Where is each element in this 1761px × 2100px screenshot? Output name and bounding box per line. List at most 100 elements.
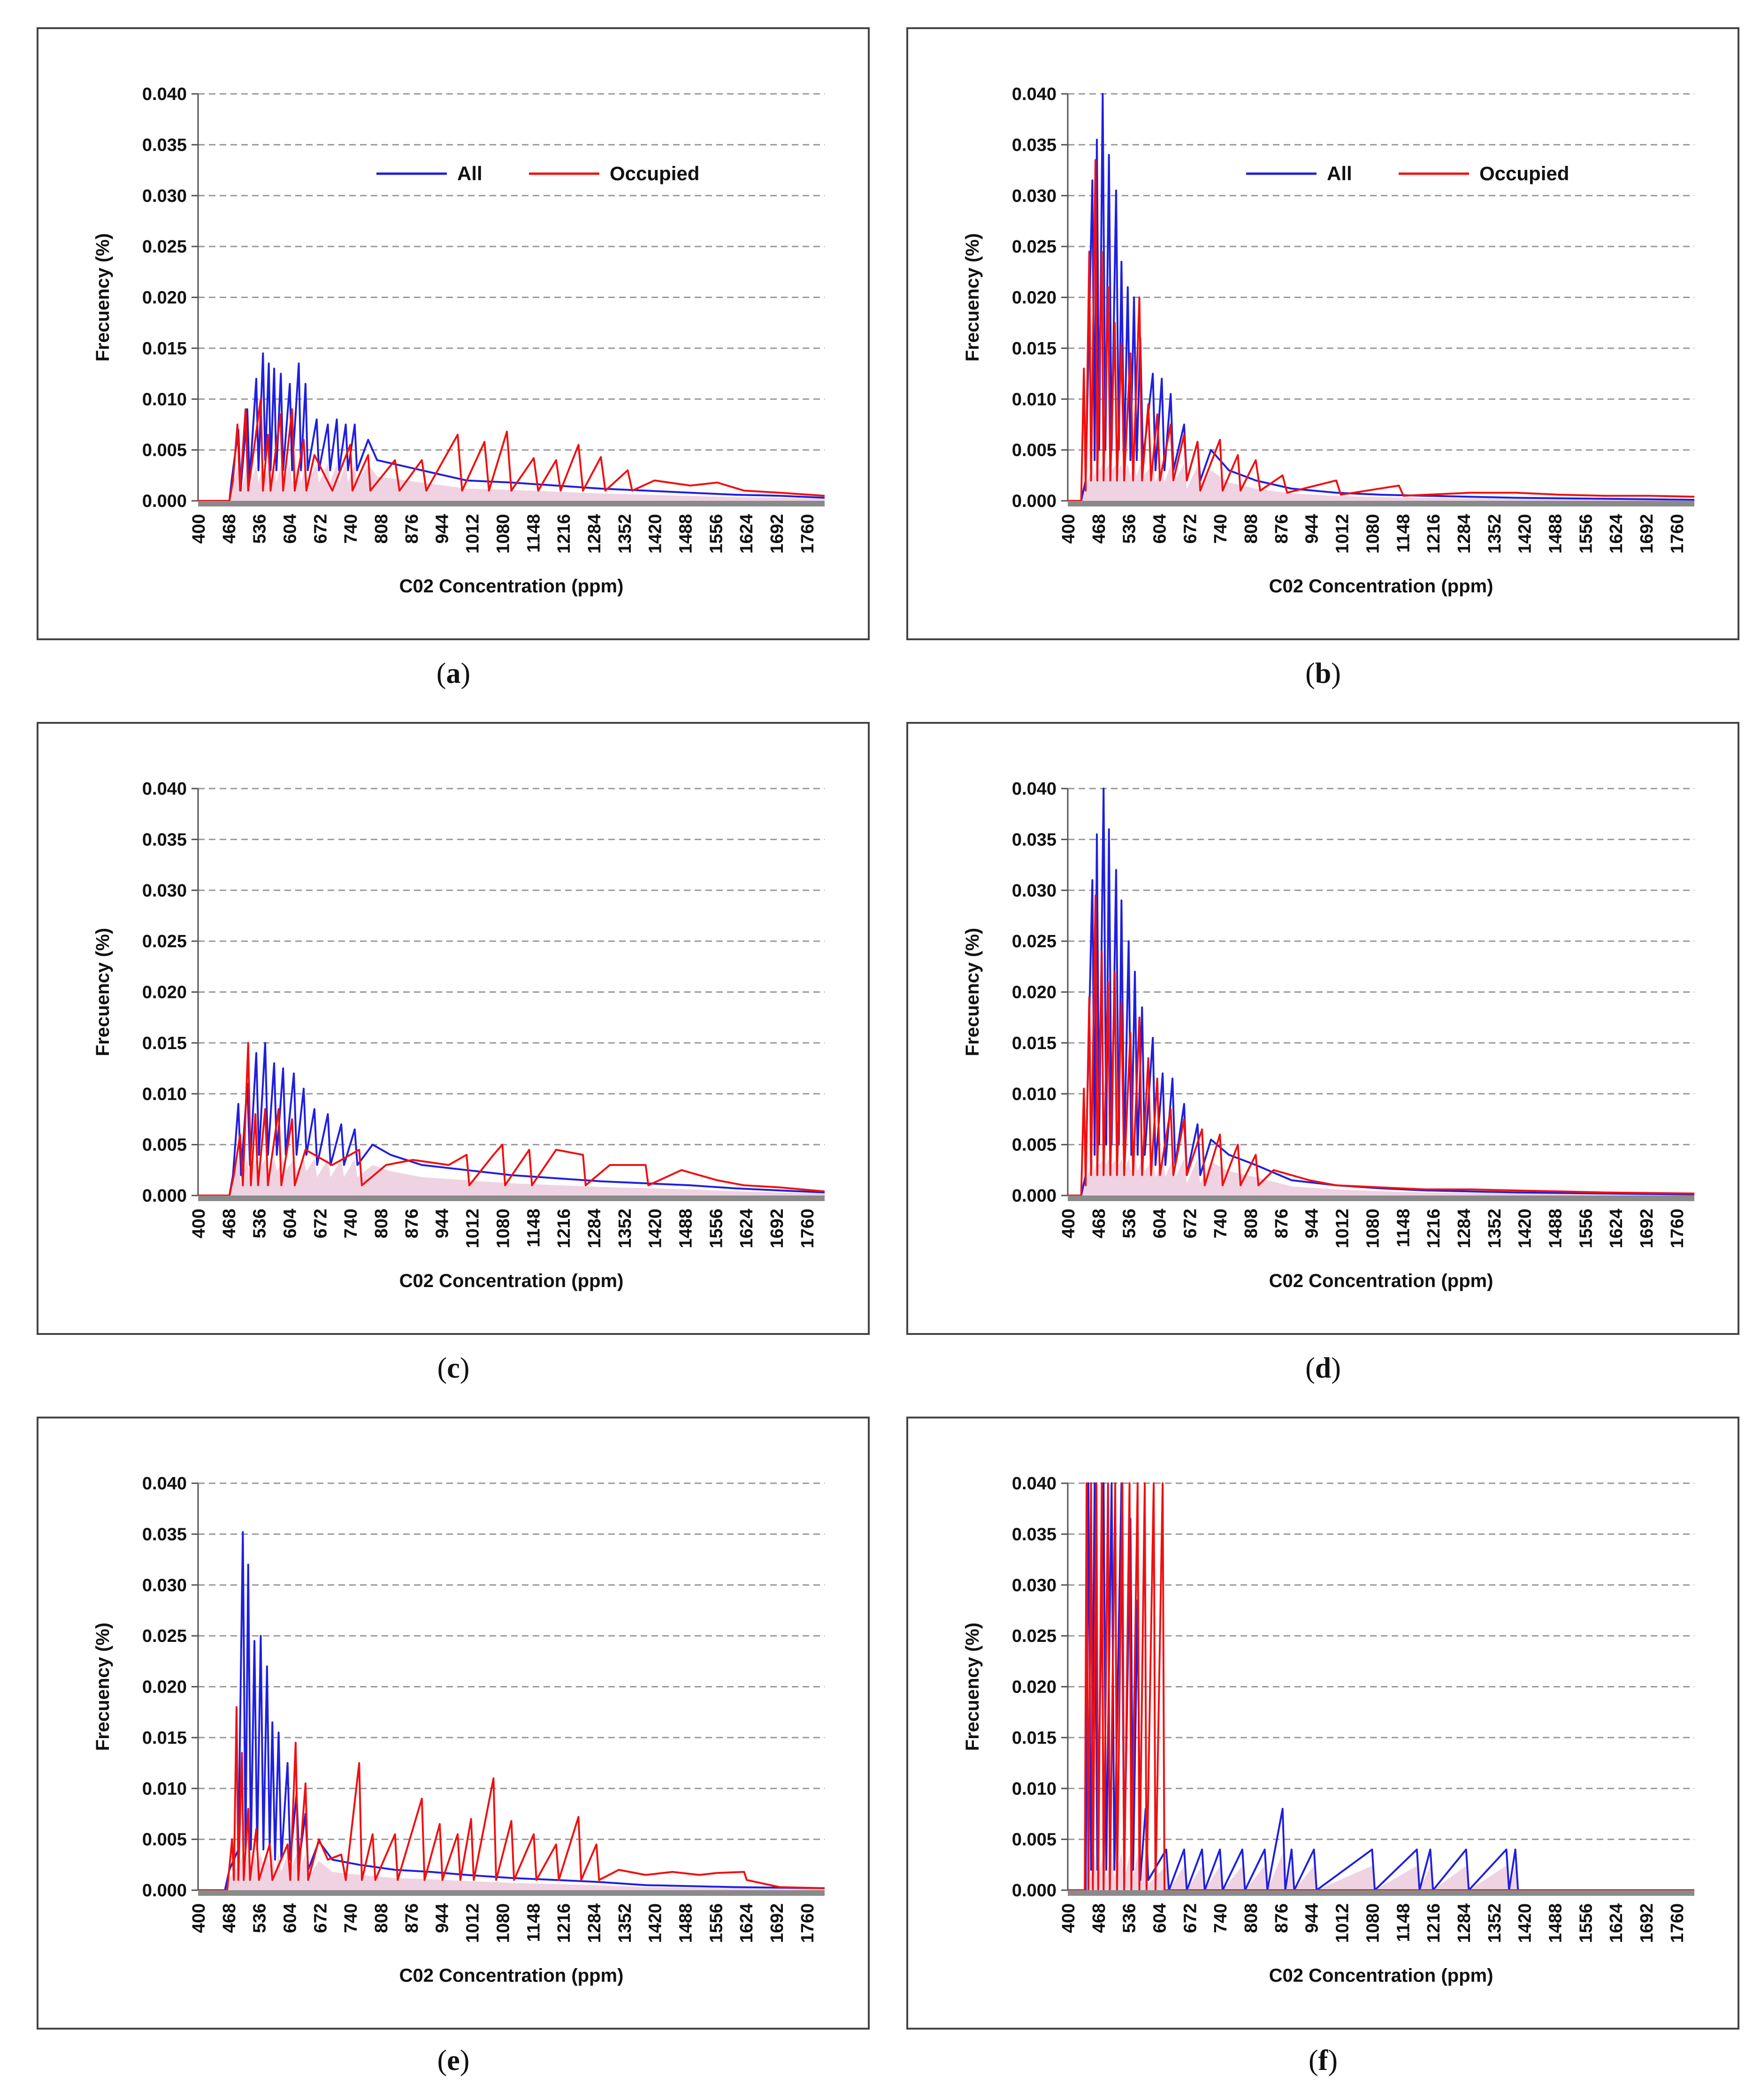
series-line-occupied — [198, 1042, 825, 1196]
y-tick-label: 0.010 — [142, 390, 187, 409]
x-tick-label: 400 — [1059, 1903, 1079, 1933]
y-tick-label: 0.025 — [1012, 932, 1057, 951]
x-tick-label: 1488 — [676, 1209, 696, 1249]
x-tick-label: 1352 — [1485, 514, 1505, 554]
y-tick-label: 0.005 — [1012, 1135, 1057, 1155]
x-axis-label: C02 Concentration (ppm) — [1269, 576, 1493, 597]
x-tick-label: 468 — [1089, 1209, 1109, 1238]
x-tick-label: 604 — [281, 1209, 300, 1238]
y-tick-label: 0.020 — [142, 288, 187, 308]
x-tick-label: 1488 — [676, 514, 696, 554]
y-tick-label: 0.015 — [1012, 1728, 1057, 1748]
x-tick-label: 944 — [1302, 1903, 1322, 1933]
x-axis-label: C02 Concentration (ppm) — [1269, 1965, 1493, 1986]
x-axis-label: C02 Concentration (ppm) — [1269, 1271, 1493, 1291]
x-tick-label: 740 — [341, 1903, 361, 1933]
legend-label: All — [1327, 162, 1352, 184]
legend-label: All — [457, 162, 482, 184]
x-tick-label: 1352 — [1485, 1209, 1505, 1249]
plot-area — [1068, 1482, 1694, 1890]
y-tick-label: 0.030 — [142, 881, 187, 901]
x-tick-label: 536 — [1120, 514, 1140, 544]
y-tick-label: 0.015 — [1012, 339, 1057, 359]
caption-c: (c) — [437, 1352, 470, 1384]
series-line-all — [198, 1042, 825, 1196]
x-tick-label: 1692 — [1637, 1209, 1657, 1249]
chart-panel-c: 0.000 0.005 0.010 0.015 0.020 0.025 0.030 0.035… — [37, 722, 870, 1335]
x-tick-label: 604 — [1150, 1903, 1170, 1933]
x-tick-label: 1352 — [615, 514, 635, 554]
x-tick-label: 1148 — [1393, 1903, 1413, 1942]
y-tick-label: 0.015 — [142, 339, 187, 359]
x-tick-label: 536 — [250, 514, 270, 544]
x-tick-label: 1420 — [1516, 1903, 1535, 1943]
x-tick-label: 1488 — [1546, 514, 1565, 554]
x-tick-label: 1624 — [737, 514, 757, 554]
x-tick-label: 536 — [250, 1903, 270, 1933]
x-tick-label: 400 — [1059, 514, 1079, 544]
y-axis-label: Frecuency (%) — [962, 233, 983, 361]
series-line-occupied — [1068, 159, 1694, 501]
x-tick-label: 1692 — [767, 1903, 787, 1943]
y-tick-label: 0.000 — [1012, 1881, 1057, 1901]
x-tick-label: 1488 — [1546, 1209, 1565, 1249]
x-tick-label: 1148 — [524, 514, 544, 552]
x-tick-label: 1080 — [493, 514, 513, 554]
x-tick-label: 1624 — [737, 1209, 757, 1249]
plot-area — [198, 352, 825, 501]
x-tick-label: 1420 — [646, 514, 666, 554]
x-tick-label: 808 — [372, 1209, 391, 1238]
x-tick-label: 1556 — [706, 1209, 726, 1249]
area-fill — [198, 1853, 825, 1890]
x-tick-label: 944 — [433, 1209, 452, 1238]
x-tick-label: 400 — [1059, 1209, 1079, 1238]
y-axis-label: Frecuency (%) — [962, 928, 983, 1056]
x-tick-label: 1760 — [1668, 514, 1687, 554]
area-fill — [1068, 464, 1694, 501]
y-tick-label: 0.025 — [1012, 1626, 1057, 1646]
x-tick-label: 468 — [220, 514, 239, 544]
x-tick-label: 1488 — [1546, 1903, 1565, 1943]
chart-panel-a: 0.000 0.005 0.010 0.015 0.020 0.025 0.030 0.035… — [37, 27, 870, 640]
x-tick-label: 468 — [220, 1903, 239, 1933]
x-tick-label: 1012 — [463, 1903, 483, 1943]
x-tick-label: 536 — [1120, 1209, 1140, 1238]
x-tick-label: 808 — [372, 514, 391, 544]
x-tick-label: 1012 — [1333, 1903, 1353, 1943]
x-tick-label: 944 — [1302, 514, 1322, 544]
y-tick-label: 0.030 — [142, 1576, 187, 1595]
x-tick-label: 1080 — [1363, 514, 1383, 554]
x-tick-label: 1216 — [1424, 1903, 1444, 1943]
series-line-all — [198, 352, 825, 501]
x-tick-label: 1216 — [1424, 1209, 1444, 1249]
x-tick-label: 1624 — [1607, 514, 1626, 554]
y-tick-label: 0.035 — [142, 135, 187, 155]
y-tick-label: 0.020 — [1012, 983, 1057, 1003]
y-tick-label: 0.005 — [1012, 1830, 1057, 1850]
y-axis-label: Frecuency (%) — [92, 928, 113, 1056]
caption-f: (f) — [1309, 2045, 1338, 2077]
legend-label: Occupied — [1479, 162, 1569, 184]
y-axis-label: Frecuency (%) — [92, 1623, 113, 1751]
x-tick-label: 1148 — [1393, 1209, 1413, 1247]
y-axis-label: Frecuency (%) — [962, 1623, 983, 1751]
x-tick-label: 1080 — [493, 1903, 513, 1943]
x-tick-label: 1556 — [1576, 1209, 1596, 1249]
y-tick-label: 0.005 — [142, 441, 187, 460]
x-tick-label: 604 — [281, 514, 300, 544]
x-tick-label: 1692 — [767, 1209, 787, 1249]
y-tick-label: 0.000 — [142, 1186, 187, 1206]
x-tick-label: 1284 — [585, 1209, 605, 1249]
y-tick-label: 0.040 — [142, 1474, 187, 1494]
x-tick-label: 1012 — [463, 1209, 483, 1249]
x-tick-label: 1012 — [1333, 1209, 1353, 1249]
y-tick-label: 0.040 — [142, 84, 187, 104]
y-tick-label: 0.010 — [1012, 390, 1057, 409]
area-fill — [198, 1158, 825, 1196]
x-tick-label: 1420 — [1516, 514, 1535, 554]
x-axis-label: C02 Concentration (ppm) — [399, 576, 624, 597]
x-tick-label: 1420 — [646, 1209, 666, 1249]
x-tick-label: 1148 — [1393, 514, 1413, 552]
x-tick-label: 808 — [1241, 1903, 1261, 1933]
x-tick-label: 672 — [311, 1209, 330, 1238]
